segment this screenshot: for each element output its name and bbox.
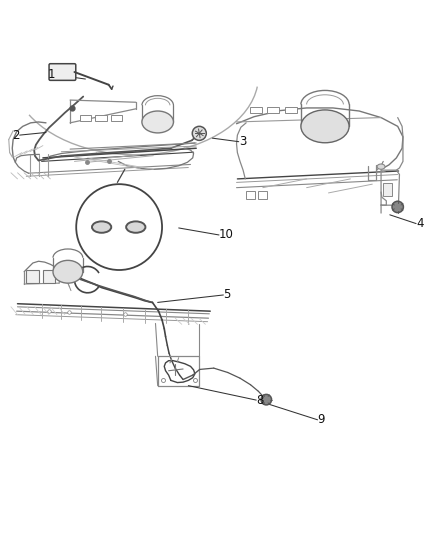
Bar: [383, 183, 392, 197]
Text: 8: 8: [256, 393, 264, 407]
Ellipse shape: [142, 111, 173, 133]
Bar: [267, 107, 279, 113]
Circle shape: [192, 126, 206, 140]
Ellipse shape: [92, 221, 111, 233]
Ellipse shape: [301, 110, 349, 143]
Ellipse shape: [53, 260, 83, 283]
Bar: [80, 115, 91, 121]
Text: 3: 3: [239, 135, 246, 148]
Circle shape: [392, 201, 403, 213]
Circle shape: [76, 184, 162, 270]
Text: 5: 5: [223, 288, 231, 302]
Ellipse shape: [126, 221, 145, 233]
Text: 4: 4: [416, 217, 424, 230]
Bar: [285, 107, 297, 113]
Bar: [43, 270, 55, 283]
Text: 1: 1: [47, 68, 55, 81]
Bar: [258, 191, 267, 199]
Bar: [250, 107, 262, 113]
Bar: [111, 115, 122, 121]
Bar: [26, 270, 39, 283]
Bar: [246, 191, 255, 199]
Bar: [95, 115, 107, 121]
Text: 10: 10: [219, 229, 234, 241]
Text: 9: 9: [318, 413, 325, 426]
Text: 2: 2: [12, 128, 20, 142]
FancyBboxPatch shape: [49, 64, 76, 80]
Circle shape: [261, 394, 272, 405]
Ellipse shape: [377, 164, 385, 169]
